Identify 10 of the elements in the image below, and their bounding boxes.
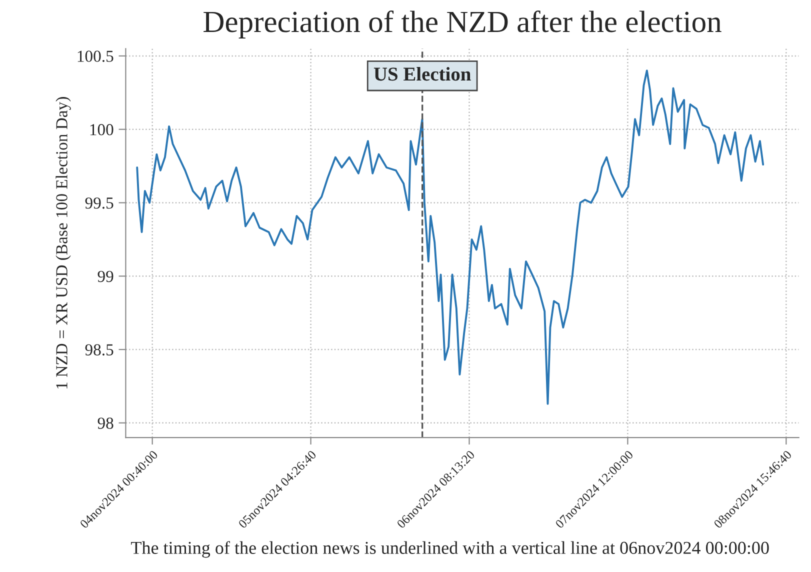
y-tick-label: 99 [98,270,114,282]
y-tick-label: 100.5 [78,50,114,62]
ref-line-label: US Election [374,67,471,81]
chart-title: Depreciation of the NZD after the election [204,10,722,38]
y-tick-label: 99.5 [85,197,114,209]
y-axis-title: 1 NZD = XR USD (Base 100 Election Day) [56,97,71,388]
y-tick-label: 98 [98,418,114,429]
y-tick-label: 100 [90,124,114,136]
y-tick-label: 98.5 [85,344,114,356]
text: The timing of the election news is underlined with a vertical line at 06nov2024 00:00:00 [131,541,769,558]
